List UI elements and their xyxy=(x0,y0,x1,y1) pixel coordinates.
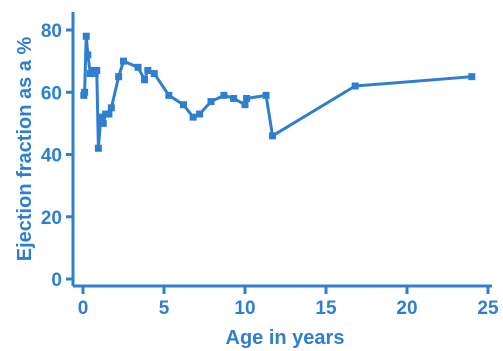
axes xyxy=(71,12,492,288)
data-point-2 xyxy=(82,32,90,40)
data-point-30 xyxy=(269,132,277,140)
data-point-17 xyxy=(141,76,149,84)
data-point-28 xyxy=(243,94,251,102)
data-point-8 xyxy=(94,144,102,152)
x-tick-label: 0 xyxy=(78,298,89,319)
data-point-27 xyxy=(241,101,249,109)
x-ticks: 0 5 10 15 20 25 xyxy=(78,286,499,319)
data-markers xyxy=(80,32,476,152)
data-point-13 xyxy=(107,104,115,112)
y-tick-label: 0 xyxy=(51,270,62,291)
y-axis-label: Ejection fraction as a % xyxy=(14,37,36,262)
y-ticks: 0 20 40 60 80 xyxy=(41,21,73,291)
data-series xyxy=(80,32,476,152)
x-tick-label: 20 xyxy=(396,298,417,319)
data-point-3 xyxy=(84,51,92,59)
data-point-25 xyxy=(220,91,228,99)
y-tick-label: 20 xyxy=(41,208,62,229)
data-point-32 xyxy=(468,73,476,81)
y-tick-label: 80 xyxy=(41,21,62,42)
data-point-16 xyxy=(134,63,142,71)
x-axis-label: Age in years xyxy=(226,327,345,349)
data-point-9 xyxy=(97,113,105,121)
data-point-20 xyxy=(165,91,173,99)
data-point-31 xyxy=(351,82,359,90)
series-line xyxy=(82,34,472,150)
data-point-22 xyxy=(189,113,197,121)
data-point-18 xyxy=(144,66,152,74)
data-point-14 xyxy=(115,73,123,81)
data-point-26 xyxy=(230,94,238,102)
y-tick-label: 40 xyxy=(41,146,62,167)
x-tick-label: 5 xyxy=(159,298,170,319)
data-point-24 xyxy=(207,98,215,106)
data-point-19 xyxy=(150,70,158,78)
data-point-7 xyxy=(93,66,101,74)
y-tick-label: 60 xyxy=(41,83,62,104)
data-point-10 xyxy=(99,119,107,127)
x-tick-label: 25 xyxy=(477,298,499,319)
data-point-15 xyxy=(120,57,127,65)
data-point-21 xyxy=(179,101,187,109)
x-tick-label: 15 xyxy=(315,298,337,319)
data-point-29 xyxy=(262,91,270,99)
data-point-12 xyxy=(105,110,113,118)
data-point-1 xyxy=(81,88,89,96)
data-point-23 xyxy=(196,110,204,118)
x-tick-label: 10 xyxy=(234,298,255,319)
